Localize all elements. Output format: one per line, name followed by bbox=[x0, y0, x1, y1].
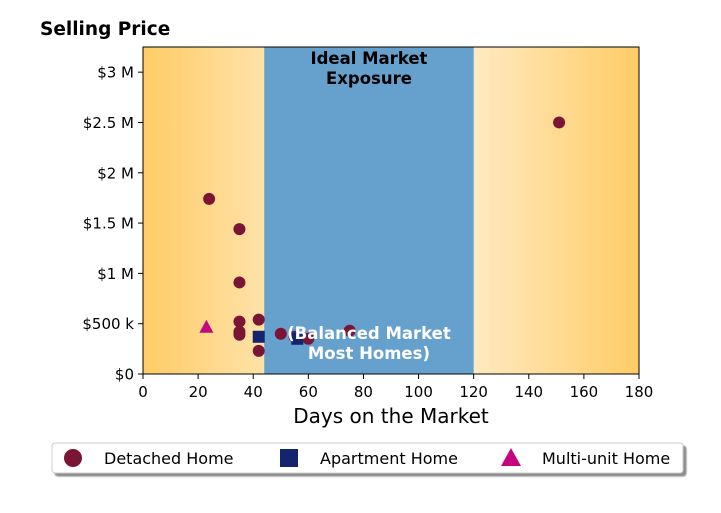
legend-item: Detached Home bbox=[64, 449, 234, 468]
data-point bbox=[199, 319, 214, 333]
y-tick-label: $2 M bbox=[97, 164, 134, 182]
data-point bbox=[343, 324, 356, 337]
y-tick-label: $500 k bbox=[82, 315, 134, 333]
x-tick-label: 60 bbox=[299, 383, 318, 401]
x-tick-label: 140 bbox=[514, 383, 543, 401]
y-tick-label: $2.5 M bbox=[83, 114, 134, 132]
data-point bbox=[291, 332, 304, 345]
chart-title: Selling Price bbox=[40, 19, 170, 40]
legend-item: Multi-unit Home bbox=[501, 448, 670, 468]
y-tick-label: $1 M bbox=[97, 265, 134, 283]
y-tick-label: $1.5 M bbox=[83, 215, 134, 233]
legend-label: Multi-unit Home bbox=[542, 449, 670, 468]
x-axis-label: Days on the Market bbox=[293, 404, 489, 428]
legend-marker bbox=[64, 449, 82, 467]
x-tick-label: 20 bbox=[189, 383, 208, 401]
series-multi-unit-home bbox=[199, 319, 214, 333]
data-point bbox=[252, 330, 265, 343]
bands-layer bbox=[264, 47, 474, 374]
plot-frame bbox=[142, 46, 640, 375]
legend-item: Apartment Home bbox=[280, 449, 458, 468]
legend-marker bbox=[501, 448, 521, 466]
x-axis: 0 20 40 60 80 100 120 140 160 180 bbox=[138, 374, 653, 401]
x-tick-label: 180 bbox=[625, 383, 654, 401]
band-top-label: Exposure bbox=[326, 69, 412, 88]
points-layer bbox=[199, 116, 566, 357]
series-apartment-home bbox=[252, 330, 304, 345]
band-bottom-label: Most Homes) bbox=[308, 344, 430, 363]
legend-label: Apartment Home bbox=[320, 449, 458, 468]
data-point bbox=[553, 116, 566, 129]
y-tick-label: $3 M bbox=[97, 64, 134, 82]
band-bottom-label: (Balanced Market bbox=[287, 324, 451, 343]
data-point bbox=[233, 315, 246, 328]
data-point bbox=[274, 327, 287, 340]
x-tick-label: 100 bbox=[404, 383, 433, 401]
legend-items: Detached Home Apartment Home Multi-unit Ho… bbox=[64, 448, 670, 468]
data-point bbox=[252, 313, 265, 326]
y-axis: $0 $500 k $1 M $1.5 M $2 M $2.5 M $3 M bbox=[82, 64, 143, 384]
data-point bbox=[233, 276, 246, 289]
x-tick-label: 80 bbox=[354, 383, 373, 401]
legend: Detached Home Apartment Home Multi-unit Ho… bbox=[51, 442, 684, 474]
data-point bbox=[233, 328, 246, 341]
data-point bbox=[203, 192, 216, 205]
x-tick-label: 120 bbox=[459, 383, 488, 401]
band-top-label: Ideal Market bbox=[310, 49, 427, 68]
x-tick-label: 0 bbox=[138, 383, 148, 401]
data-point bbox=[252, 344, 265, 357]
x-tick-label: 160 bbox=[570, 383, 599, 401]
legend-marker bbox=[280, 449, 298, 467]
legend-label: Detached Home bbox=[104, 449, 234, 468]
market-band bbox=[264, 47, 474, 374]
legend-box bbox=[51, 442, 684, 474]
y-tick-label: $0 bbox=[115, 366, 134, 384]
x-tick-label: 40 bbox=[244, 383, 263, 401]
data-point bbox=[302, 332, 315, 345]
data-point bbox=[233, 223, 246, 236]
